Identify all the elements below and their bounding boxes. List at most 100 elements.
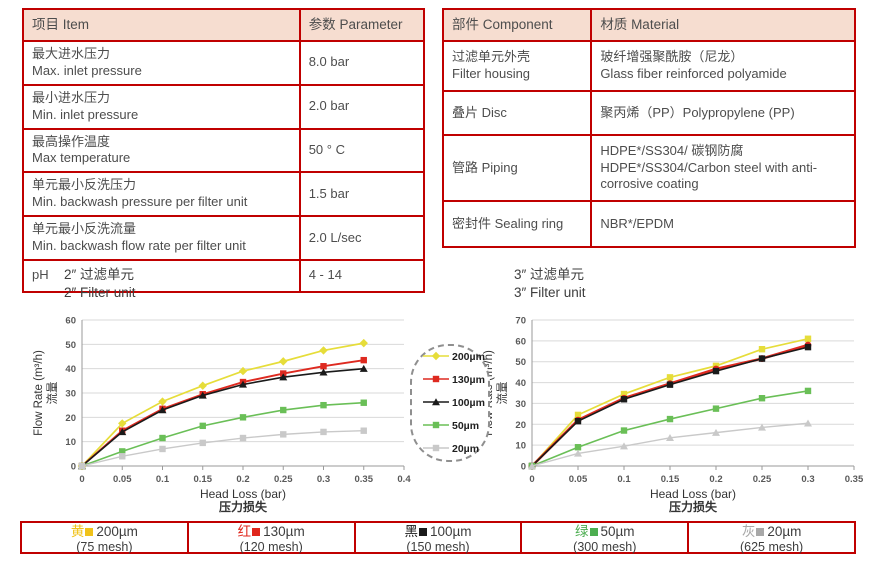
item-zh: 最高操作温度	[32, 133, 111, 149]
legend-item: 200µm	[423, 348, 488, 366]
table-row: pH 4 - 14	[22, 258, 426, 293]
legend-label: 200µm	[452, 351, 485, 363]
svg-text:0.4: 0.4	[397, 474, 411, 485]
series-marker-50um-icon	[423, 417, 449, 435]
flow-chart-2inch: 2″ 过滤单元 2″ Filter unit 0 10 20 30 40 50 60 0 0.0…	[26, 266, 430, 519]
legend-item: 20µm	[423, 440, 488, 458]
item-zh: 单元最小反洗流量	[32, 221, 137, 237]
series-marker-200um-icon	[423, 348, 449, 366]
svg-text:30: 30	[65, 388, 76, 399]
material-en: HDPE*/SS304/Carbon steel with anti-corro…	[600, 159, 818, 192]
material-header-component: 部件 Component	[441, 8, 593, 42]
material-en: Glass fiber reinforced polyamide	[600, 66, 787, 81]
table-row: 密封件 Sealing ring NBR*/EPDM	[441, 200, 856, 248]
item-en: Min. backwash flow rate per filter unit	[32, 238, 246, 254]
color-name-zh: 绿	[575, 524, 589, 539]
svg-text:0.05: 0.05	[569, 474, 588, 485]
micron-size: 50µm	[600, 524, 635, 539]
color-name-zh: 黄	[70, 524, 85, 539]
legend-cell-gray: 灰 20µm (625 mesh)	[687, 523, 854, 554]
svg-text:压力损失: 压力损失	[669, 499, 718, 514]
svg-text:压力损失: 压力损失	[219, 499, 268, 514]
mesh-size: (75 mesh)	[76, 539, 133, 554]
legend-cell-green: 绿 50µm (300 mesh)	[520, 523, 687, 554]
legend-label: 50µm	[452, 420, 480, 432]
svg-text:流量: 流量	[495, 381, 509, 404]
material-zh: 聚丙烯（PP）Polypropylene (PP)	[600, 104, 795, 120]
legend-label: 130µm	[452, 374, 485, 386]
svg-text:30: 30	[515, 399, 526, 410]
chart-title-zh: 2″ 过滤单元	[64, 267, 135, 282]
item-en: Max temperature	[32, 150, 131, 166]
material-table: 部件 Component 材质 Material 过滤单元外壳 Filter ho…	[441, 8, 856, 248]
svg-text:0: 0	[529, 474, 534, 485]
param-value: 2.0 bar	[298, 83, 426, 130]
component-zh: 密封件 Sealing ring	[452, 215, 564, 231]
material-zh: HDPE*/SS304/ 碳钢防腐	[600, 142, 744, 158]
chart-title: 2″ 过滤单元 2″ Filter unit	[64, 266, 430, 302]
color-swatch-icon	[756, 528, 765, 536]
legend-item: 130µm	[423, 371, 488, 389]
micron-mesh-legend-bar: 黄 200µm (75 mesh) 红 130µm (120 mesh) 黑 100µ…	[20, 521, 856, 554]
legend-cell-red: 红 130µm (120 mesh)	[186, 523, 354, 554]
param-value: 4 - 14	[298, 258, 426, 293]
color-swatch-icon	[252, 528, 261, 536]
mesh-size: (150 mesh)	[406, 539, 470, 554]
table-row: 最小进水压力 Min. inlet pressure 2.0 bar	[22, 83, 426, 130]
svg-text:0: 0	[521, 461, 526, 472]
svg-text:0: 0	[71, 461, 76, 472]
mesh-size: (625 mesh)	[739, 539, 804, 554]
param-value: 8.0 bar	[298, 40, 426, 86]
micron-size: 200µm	[96, 524, 138, 539]
parameter-table: 项目 Item 参数 Parameter 最大进水压力 Max. inlet pr…	[22, 8, 426, 293]
svg-text:0.3: 0.3	[317, 474, 330, 485]
table-row: 最大进水压力 Max. inlet pressure 8.0 bar	[22, 40, 426, 86]
svg-text:10: 10	[515, 440, 526, 451]
svg-text:40: 40	[515, 378, 526, 389]
svg-text:流量: 流量	[45, 381, 59, 404]
legend-item: 100µm	[423, 394, 488, 412]
table-header-row: 部件 Component 材质 Material	[441, 8, 856, 42]
param-header-item: 项目 Item	[22, 8, 301, 42]
table-row: 最高操作温度 Max temperature 50 ° C	[22, 127, 426, 174]
item-zh: 单元最小反洗压力	[32, 177, 137, 193]
color-name-zh: 灰	[741, 524, 756, 539]
svg-text:Flow Rate (m³/h): Flow Rate (m³/h)	[33, 350, 45, 436]
svg-text:50: 50	[515, 357, 526, 368]
chart-title-en: 2″ Filter unit	[64, 284, 136, 300]
material-zh: 玻纤增强聚酰胺（尼龙）	[600, 49, 744, 65]
svg-text:0.35: 0.35	[845, 474, 864, 485]
table-row: 过滤单元外壳 Filter housing 玻纤增强聚酰胺（尼龙） Glass fi…	[441, 40, 856, 92]
series-marker-100um-icon	[423, 394, 449, 412]
flow-chart-3inch: 3″ 过滤单元 3″ Filter unit 0 10 20 30 40 50 60 70 0 0…	[476, 266, 873, 519]
micron-size: 130µm	[263, 524, 305, 539]
legend-cell-black: 黑 100µm (150 mesh)	[353, 523, 521, 554]
svg-text:40: 40	[65, 364, 76, 375]
micron-size: 20µm	[767, 524, 802, 539]
legend-item: 50µm	[423, 417, 488, 435]
component-zh: 叠片 Disc	[452, 104, 507, 120]
component-en: Filter housing	[452, 66, 531, 81]
svg-text:0.1: 0.1	[156, 474, 170, 485]
chart-title-zh: 3″ 过滤单元	[514, 267, 585, 282]
svg-text:0.15: 0.15	[194, 474, 213, 485]
svg-text:60: 60	[515, 336, 526, 347]
table-row: 单元最小反洗流量 Min. backwash flow rate per filt…	[22, 215, 426, 261]
svg-text:0: 0	[79, 474, 84, 485]
param-header-parameter: 参数 Parameter	[298, 8, 426, 42]
series-marker-130um-icon	[423, 371, 449, 389]
svg-text:Head Loss (bar): Head Loss (bar)	[200, 487, 286, 501]
param-value: 2.0 L/sec	[298, 215, 426, 261]
svg-text:0.2: 0.2	[236, 474, 249, 485]
svg-text:20: 20	[515, 419, 526, 430]
svg-text:0.25: 0.25	[753, 474, 772, 485]
series-marker-20um-icon	[423, 440, 449, 458]
table-row: 管路 Piping HDPE*/SS304/ 碳钢防腐 HDPE*/SS304/C…	[441, 134, 856, 202]
series-legend: 200µm 130µm 100µm 50µm 20µm	[410, 344, 490, 462]
table-header-row: 项目 Item 参数 Parameter	[22, 8, 426, 42]
svg-text:Head Loss (bar): Head Loss (bar)	[650, 487, 736, 501]
table-row: 单元最小反洗压力 Min. backwash pressure per filte…	[22, 171, 426, 218]
chart-title-en: 3″ Filter unit	[514, 284, 586, 300]
item-en: Min. inlet pressure	[32, 106, 139, 122]
component-zh: 过滤单元外壳	[452, 49, 531, 65]
